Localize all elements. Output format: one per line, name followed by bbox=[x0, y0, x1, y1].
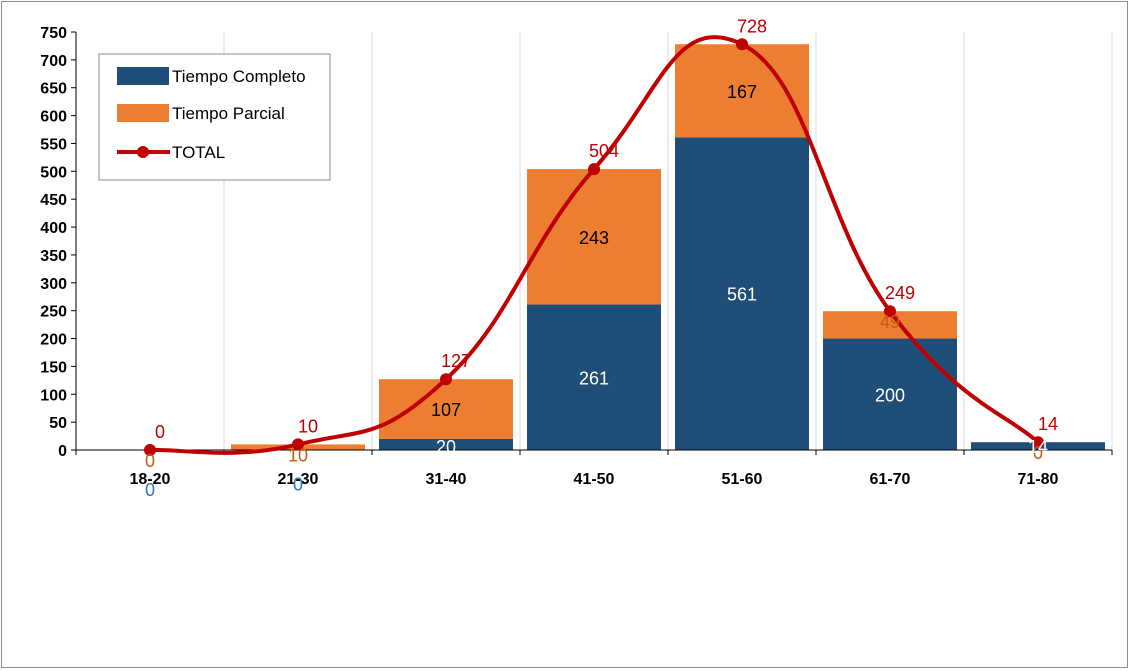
label-tiempo-parcial-18-20: 0 bbox=[145, 451, 155, 471]
label-total-51-60: 728 bbox=[737, 16, 767, 36]
legend-swatch-marker-total bbox=[137, 146, 149, 158]
total-point-71-80 bbox=[1032, 436, 1044, 449]
y-tick-label: 750 bbox=[40, 25, 67, 42]
label-total-61-70: 249 bbox=[885, 283, 915, 303]
total-point-31-40 bbox=[440, 373, 452, 386]
y-tick-label: 350 bbox=[40, 248, 67, 265]
total-line-series bbox=[144, 35, 1044, 456]
label-tiempo-completo-61-70: 200 bbox=[875, 385, 905, 405]
total-point-21-30 bbox=[292, 438, 304, 451]
label-total-71-80: 14 bbox=[1038, 414, 1058, 434]
y-tick-labels: 0 50 100 150 200 250 300 350 400 450 500 550 600 650 7… bbox=[40, 25, 67, 460]
x-tick-label: 61-70 bbox=[870, 471, 911, 488]
bar-tiempo-parcial-31-40 bbox=[379, 379, 513, 439]
label-tiempo-parcial-21-30: 10 bbox=[288, 445, 308, 465]
label-total-31-40: 127 bbox=[441, 351, 471, 371]
x-tick-label: 31-40 bbox=[426, 471, 467, 488]
label-tiempo-completo-51-60: 561 bbox=[727, 285, 757, 305]
legend-swatch-tiempo-parcial bbox=[117, 104, 169, 122]
y-tick-label: 550 bbox=[40, 136, 67, 153]
legend-label-total: TOTAL bbox=[172, 143, 225, 162]
y-tick-label: 400 bbox=[40, 220, 67, 237]
bar-tiempo-completo-61-70 bbox=[823, 338, 957, 450]
x-tick-label: 41-50 bbox=[574, 471, 615, 488]
bar-tiempo-completo-51-60 bbox=[675, 137, 809, 450]
y-tick-label: 650 bbox=[40, 81, 67, 98]
bar-tiempo-completo-41-50 bbox=[527, 304, 661, 450]
bar-tiempo-parcial-41-50 bbox=[527, 169, 661, 305]
y-tick-label: 450 bbox=[40, 192, 67, 209]
y-tick-label: 600 bbox=[40, 109, 67, 126]
label-tiempo-completo-41-50: 261 bbox=[579, 368, 609, 388]
total-point-41-50 bbox=[588, 163, 600, 176]
y-tick-label: 200 bbox=[40, 332, 67, 349]
legend-label-tiempo-parcial: Tiempo Parcial bbox=[172, 104, 285, 123]
label-tiempo-completo-18-20: 0 bbox=[145, 480, 155, 500]
label-tiempo-parcial-61-70: 49 bbox=[880, 312, 900, 332]
label-tiempo-completo-71-80: 14 bbox=[1028, 437, 1048, 457]
legend-swatch-tiempo-completo bbox=[117, 67, 169, 85]
y-tick-label: 0 bbox=[58, 443, 67, 460]
label-tiempo-parcial-51-60: 167 bbox=[727, 82, 757, 102]
legend: Tiempo Completo Tiempo Parcial TOTAL bbox=[98, 53, 331, 181]
y-tick-label: 150 bbox=[40, 359, 67, 376]
y-tick-label: 300 bbox=[40, 276, 67, 293]
x-tick-labels: 18-20 21-30 31-40 41-50 51-60 61-70 71-80 bbox=[130, 471, 1059, 488]
bar-series bbox=[231, 44, 1105, 450]
label-tiempo-completo-31-40: 20 bbox=[436, 437, 456, 457]
total-point-51-60 bbox=[736, 38, 748, 51]
y-tick-label: 100 bbox=[40, 387, 67, 404]
y-tick-label: 250 bbox=[40, 304, 67, 321]
x-tick-label: 21-30 bbox=[278, 471, 319, 488]
x-tick-label: 51-60 bbox=[722, 471, 763, 488]
y-tick-label: 700 bbox=[40, 53, 67, 70]
label-tiempo-parcial-71-80: 0 bbox=[1033, 443, 1043, 463]
y-tick-label: 50 bbox=[49, 415, 67, 432]
label-tiempo-completo-21-30: 0 bbox=[293, 474, 303, 494]
label-total-21-30: 10 bbox=[298, 416, 318, 436]
y-tick-label: 500 bbox=[40, 164, 67, 181]
vertical-gridlines bbox=[223, 32, 1113, 450]
label-total-18-20: 0 bbox=[155, 422, 165, 442]
x-tick-label: 71-80 bbox=[1018, 471, 1059, 488]
label-tiempo-parcial-31-40: 107 bbox=[431, 400, 461, 420]
total-point-61-70 bbox=[884, 305, 896, 318]
axes bbox=[71, 31, 1113, 455]
total-point-18-20 bbox=[144, 444, 156, 456]
label-tiempo-parcial-41-50: 243 bbox=[579, 228, 609, 248]
bar-tiempo-completo-31-40 bbox=[379, 438, 513, 450]
legend-label-tiempo-completo: Tiempo Completo bbox=[172, 67, 306, 86]
x-tick-label: 18-20 bbox=[130, 471, 171, 488]
label-total-41-50: 504 bbox=[589, 141, 619, 161]
